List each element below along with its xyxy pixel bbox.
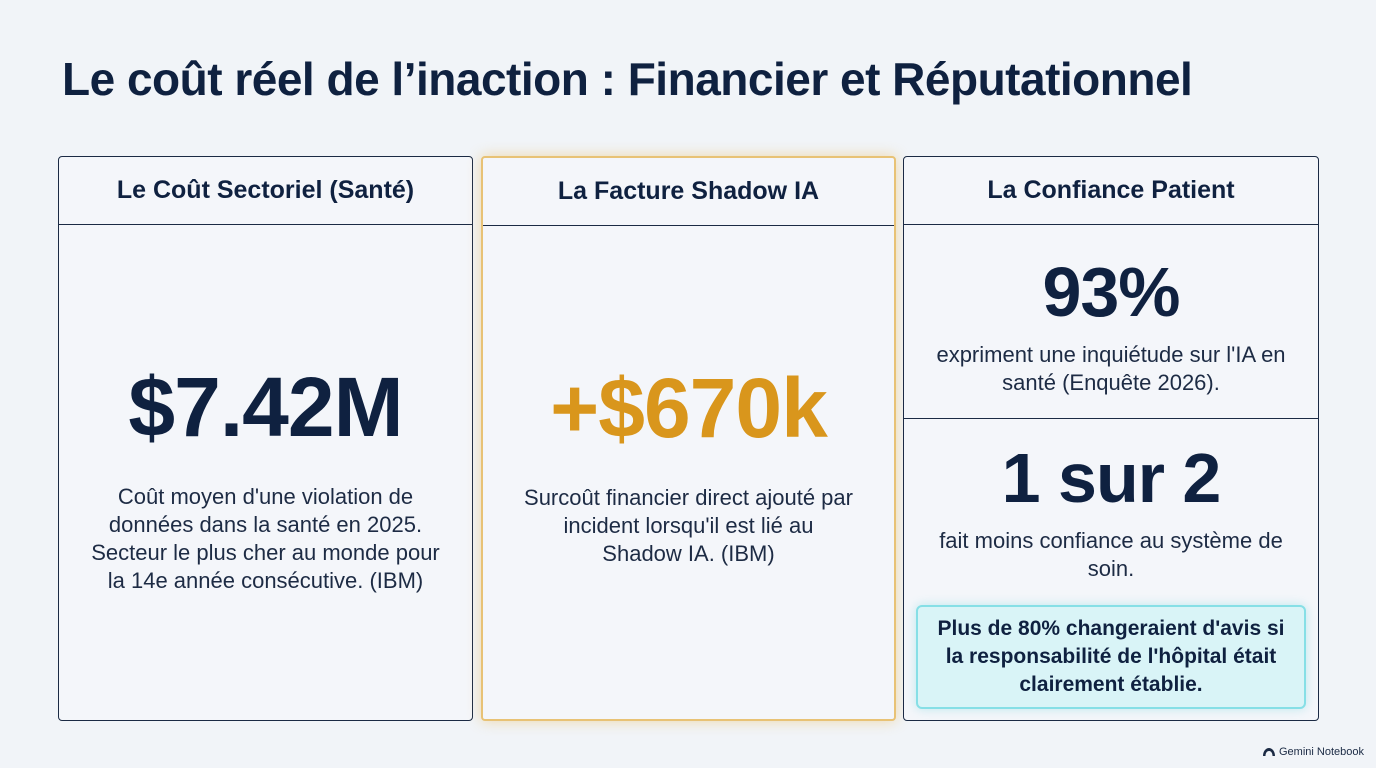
distrust-stat-description: fait moins confiance au système de soin. [939, 528, 1283, 581]
card-body: 93% expriment une inquiétude sur l'IA en… [904, 225, 1318, 720]
card-sector-cost: Le Coût Sectoriel (Santé) $7.42M Coût mo… [58, 156, 473, 721]
notebook-logo-icon [1263, 748, 1275, 756]
concern-stat-value: 93% [1042, 253, 1180, 331]
extra-cost-value: +$670k [550, 361, 828, 455]
distrust-stat-value: 1 sur 2 [1001, 439, 1222, 517]
page-title: Le coût réel de l’inaction : Financier e… [62, 53, 1193, 105]
card-header: La Facture Shadow IA [483, 158, 894, 226]
callout-text: Plus de 80% changeraient d'avis si la re… [937, 617, 1285, 696]
extra-cost-description: Surcoût financier direct ajouté par inci… [524, 485, 853, 566]
trust-stat-section: 1 sur 2 fait moins confiance au système … [904, 419, 1318, 720]
card-body: +$670k Surcoût financier direct ajouté p… [483, 226, 894, 721]
cost-description: Coût moyen d'une violation de données da… [91, 484, 440, 593]
branding-label: Gemini Notebook [1279, 746, 1364, 758]
card-header: La Confiance Patient [904, 157, 1318, 225]
card-shadow-ai-bill: La Facture Shadow IA +$670k Surcoût fina… [481, 156, 896, 721]
card-patient-trust: La Confiance Patient 93% expriment une i… [903, 156, 1319, 721]
responsibility-callout: Plus de 80% changeraient d'avis si la re… [916, 605, 1306, 709]
trust-stat-section: 93% expriment une inquiétude sur l'IA en… [904, 225, 1318, 419]
concern-stat-description: expriment une inquiétude sur l'IA en san… [936, 342, 1286, 395]
card-header: Le Coût Sectoriel (Santé) [59, 157, 472, 225]
branding: Gemini Notebook [1263, 746, 1364, 758]
cost-value: $7.42M [128, 360, 403, 454]
card-body: $7.42M Coût moyen d'une violation de don… [59, 225, 472, 720]
